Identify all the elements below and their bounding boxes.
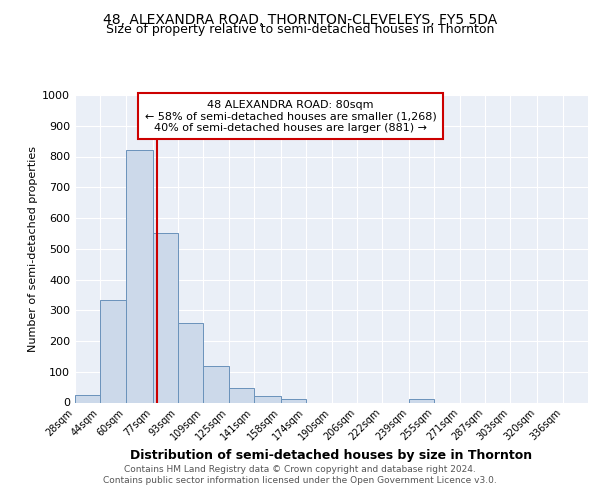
- X-axis label: Distribution of semi-detached houses by size in Thornton: Distribution of semi-detached houses by …: [130, 450, 533, 462]
- Text: Contains public sector information licensed under the Open Government Licence v3: Contains public sector information licen…: [103, 476, 497, 485]
- Text: Size of property relative to semi-detached houses in Thornton: Size of property relative to semi-detach…: [106, 22, 494, 36]
- Bar: [229, 388, 254, 402]
- Bar: [178, 322, 203, 402]
- Bar: [125, 150, 152, 402]
- Bar: [152, 234, 178, 402]
- Y-axis label: Number of semi-detached properties: Number of semi-detached properties: [28, 146, 38, 352]
- Bar: [281, 400, 306, 402]
- Bar: [409, 400, 434, 402]
- Bar: [254, 396, 281, 402]
- Text: Contains HM Land Registry data © Crown copyright and database right 2024.: Contains HM Land Registry data © Crown c…: [124, 465, 476, 474]
- Text: 48 ALEXANDRA ROAD: 80sqm
← 58% of semi-detached houses are smaller (1,268)
40% o: 48 ALEXANDRA ROAD: 80sqm ← 58% of semi-d…: [145, 100, 436, 133]
- Bar: [100, 300, 125, 402]
- Bar: [203, 366, 229, 403]
- Bar: [75, 395, 100, 402]
- Text: 48, ALEXANDRA ROAD, THORNTON-CLEVELEYS, FY5 5DA: 48, ALEXANDRA ROAD, THORNTON-CLEVELEYS, …: [103, 12, 497, 26]
